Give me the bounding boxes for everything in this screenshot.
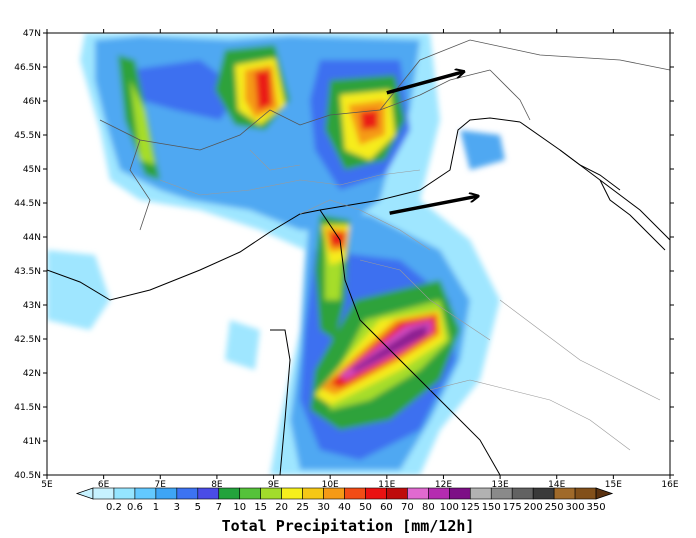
lat-label: 46.5N (14, 63, 41, 73)
colorbar-level-label: 15 (254, 502, 267, 513)
colorbar-swatch (511, 487, 534, 500)
colorbar-swatch (449, 487, 471, 500)
lat-label: 43.5N (14, 267, 41, 277)
colorbar-level-label: 3 (174, 502, 180, 513)
lon-label: 7E (155, 480, 167, 490)
country-borders (99, 39, 670, 231)
colorbar-swatch (197, 487, 220, 500)
colorbar-swatch (574, 487, 597, 500)
lat-label: 40.5N (14, 471, 41, 481)
lon-label: 14E (548, 480, 565, 490)
colorbar-swatch (532, 487, 555, 500)
colorbar-swatch (281, 487, 303, 500)
lat-label: 47N (23, 29, 41, 39)
colorbar-level-label: 200 (524, 502, 543, 513)
lat-label: 44.5N (14, 199, 41, 209)
colorbar-level-label: 50 (359, 502, 372, 513)
colorbar-level-label: 20 (275, 502, 288, 513)
colorbar-swatch (344, 487, 366, 500)
colorbar-level-label: 175 (503, 502, 522, 513)
longitude-axis: 5E 6E 7E 8E 9E 10E 11E 12E 13E 14E 15E 16E (41, 29, 679, 490)
colorbar-swatch (218, 487, 241, 500)
colorbar-level-label: 350 (586, 502, 605, 513)
colorbar: 0.2 0.6 1 3 5 7 10 15 20 25 30 40 50 60 70 80 100 125 150 1… (75, 487, 614, 513)
colorbar-swatch (92, 487, 115, 500)
colorbar-level-label: 80 (422, 502, 435, 513)
colorbar-swatch (323, 487, 345, 500)
lat-label: 41N (23, 437, 41, 447)
lat-label: 42N (23, 369, 41, 379)
lon-label: 12E (435, 480, 452, 490)
colorbar-level-label: 7 (216, 502, 222, 513)
lon-label: 8E (211, 480, 223, 490)
colorbar-swatch (365, 487, 387, 500)
direction-arrow (386, 72, 463, 95)
colorbar-level-label: 60 (380, 502, 393, 513)
colorbar-swatch (553, 487, 576, 500)
colorbar-swatch (428, 487, 450, 500)
colorbar-min-triangle (75, 487, 94, 500)
lat-label: 46N (23, 97, 41, 107)
colorbar-level-label: 70 (401, 502, 414, 513)
colorbar-swatch (407, 487, 429, 500)
lon-label: 16E (661, 480, 678, 490)
lon-label: 6E (98, 480, 110, 490)
colorbar-level-label: 1 (153, 502, 159, 513)
colorbar-level-label: 0.2 (106, 502, 122, 513)
colorbar-swatch (113, 487, 136, 500)
lat-label: 43N (23, 301, 41, 311)
coastlines (47, 117, 670, 475)
map-frame (46, 32, 671, 476)
colorbar-swatch (386, 487, 408, 500)
lon-label: 10E (322, 480, 339, 490)
region-borders (159, 149, 661, 451)
lon-label: 9E (268, 480, 280, 490)
lat-label: 42.5N (14, 335, 41, 345)
lon-label: 15E (605, 480, 622, 490)
lon-label: 13E (492, 480, 509, 490)
colorbar-level-label: 40 (338, 502, 351, 513)
colorbar-level-label: 0.6 (127, 502, 143, 513)
lon-label: 5E (41, 480, 53, 490)
colorbar-swatch (176, 487, 199, 500)
lat-label: 44N (23, 233, 41, 243)
colorbar-swatch (134, 487, 157, 500)
lon-label: 11E (378, 480, 395, 490)
colorbar-swatch (302, 487, 324, 500)
annotation-arrows (386, 72, 478, 215)
colorbar-level-label: 125 (461, 502, 480, 513)
colorbar-level-label: 5 (195, 502, 201, 513)
colorbar-level-label: 30 (317, 502, 330, 513)
colorbar-level-label: 300 (566, 502, 585, 513)
colorbar-title: Total Precipitation [mm/12h] (222, 517, 475, 535)
colorbar-swatch (155, 487, 178, 500)
lat-label: 45N (23, 165, 41, 175)
colorbar-swatch (469, 487, 492, 500)
latitude-axis: 47N 46.5N 46N 45.5N 45N 44.5N 44N 43.5N 43N 42.5N… (14, 29, 674, 481)
colorbar-level-label: 100 (440, 502, 459, 513)
colorbar-swatch (490, 487, 513, 500)
colorbar-level-label: 25 (296, 502, 309, 513)
colorbar-swatch (239, 487, 261, 500)
lat-label: 45.5N (14, 131, 41, 141)
colorbar-level-label: 250 (545, 502, 564, 513)
direction-arrow (389, 196, 478, 215)
colorbar-level-label: 10 (233, 502, 246, 513)
colorbar-swatch (260, 487, 282, 500)
colorbar-level-label: 150 (482, 502, 501, 513)
lat-label: 41.5N (14, 403, 41, 413)
colorbar-max-triangle (595, 487, 614, 500)
precipitation-field (47, 33, 505, 475)
